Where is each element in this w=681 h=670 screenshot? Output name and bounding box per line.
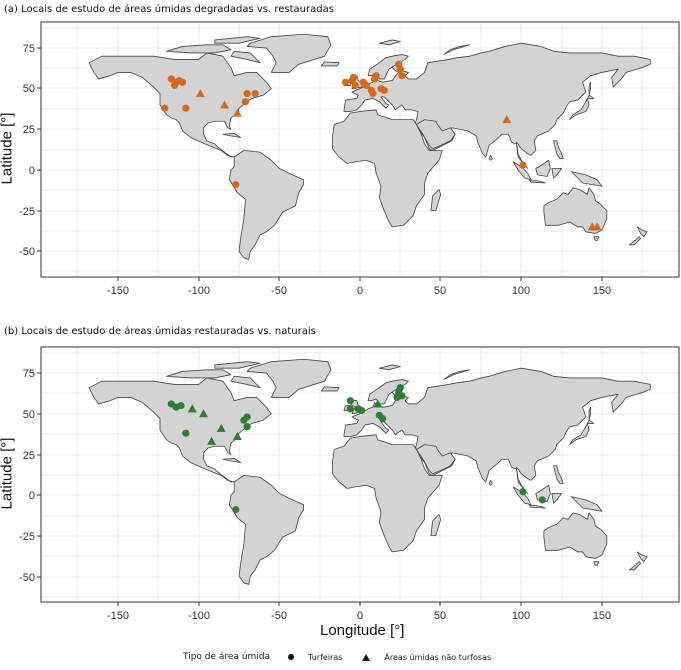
panel-a-points — [161, 60, 602, 231]
svg-text:50: 50 — [23, 409, 35, 421]
panel-a-y-axis-title: Latitude [°] — [0, 112, 16, 185]
svg-text:0: 0 — [29, 490, 35, 502]
legend: Tipo de área úmida Turfeiras Áreas úmida… — [183, 652, 511, 662]
triangle-marker — [232, 431, 242, 440]
circle-icon — [288, 654, 295, 660]
circle-marker — [177, 401, 185, 410]
circle-marker — [358, 406, 366, 415]
panel-b-x-tick-labels: -150 -100 -50 0 50 100 150 — [107, 610, 611, 622]
circle-marker — [232, 181, 240, 189]
circle-marker — [346, 405, 354, 413]
circle-marker — [170, 81, 179, 90]
triangle-marker — [502, 115, 512, 124]
circle-marker — [369, 89, 377, 98]
circle-marker — [378, 414, 387, 423]
circle-marker — [341, 78, 350, 86]
circle-marker — [182, 104, 190, 112]
panel-b: -150 -100 -50 0 50 100 150 75 50 25 0 -2… — [19, 346, 680, 622]
panel-b-points — [167, 384, 546, 514]
panel-b-y-tick-labels: 75 50 25 0 -25 -50 — [19, 368, 35, 584]
panel-b-title: (b) Locais de estudo de áreas úmidas res… — [4, 326, 316, 337]
circle-marker — [396, 65, 404, 73]
svg-text:50: 50 — [23, 83, 35, 95]
circle-marker — [243, 89, 251, 98]
svg-text:-100: -100 — [188, 285, 210, 297]
circle-marker — [398, 72, 406, 80]
circle-marker — [538, 496, 546, 504]
svg-text:0: 0 — [29, 165, 35, 177]
svg-text:-25: -25 — [19, 531, 35, 543]
triangle-marker — [592, 222, 602, 231]
circle-marker — [346, 397, 354, 405]
triangle-marker — [207, 436, 217, 445]
svg-text:75: 75 — [23, 43, 35, 55]
triangle-icon — [362, 653, 371, 661]
legend-title: Tipo de área úmida — [183, 652, 271, 662]
circle-marker — [182, 429, 190, 437]
svg-text:150: 150 — [593, 610, 611, 622]
svg-text:50: 50 — [434, 285, 446, 297]
triangle-marker — [220, 100, 230, 109]
svg-text:25: 25 — [23, 450, 35, 462]
svg-text:0: 0 — [357, 285, 363, 297]
circle-marker — [240, 416, 248, 424]
triangle-marker — [373, 399, 383, 408]
x-axis-title: Longitude [°] — [320, 622, 405, 639]
triangle-marker — [216, 423, 226, 432]
svg-text:-150: -150 — [107, 610, 129, 622]
svg-text:-25: -25 — [19, 206, 35, 218]
circle-marker — [251, 89, 259, 98]
svg-text:50: 50 — [434, 610, 446, 622]
legend-label-peatlands: Turfeiras — [308, 652, 343, 662]
circle-marker — [396, 384, 404, 392]
svg-text:-100: -100 — [188, 610, 210, 622]
panel-a-y-tick-labels: 75 50 25 0 -25 -50 — [19, 43, 35, 258]
panel-a: -150 -100 -50 0 50 100 150 75 50 25 0 -2… — [19, 21, 680, 297]
triangle-marker — [199, 409, 209, 418]
panel-a-title: (a) Locais de estudo de áreas úmidas deg… — [4, 4, 334, 15]
panel-a-x-tick-labels: -150 -100 -50 0 50 100 150 — [107, 285, 611, 297]
svg-text:-50: -50 — [19, 246, 35, 258]
legend-label-non-peat-wetlands: Áreas úmidas não turfosas — [384, 652, 492, 662]
circle-marker — [519, 488, 527, 496]
svg-text:75: 75 — [23, 368, 35, 380]
circle-marker — [519, 161, 527, 169]
circle-marker — [178, 78, 187, 86]
svg-text:100: 100 — [512, 285, 530, 297]
svg-text:25: 25 — [23, 124, 35, 136]
svg-text:150: 150 — [593, 285, 611, 297]
circle-marker — [241, 98, 250, 106]
svg-text:-50: -50 — [19, 572, 35, 584]
svg-text:100: 100 — [512, 610, 530, 622]
svg-text:-50: -50 — [271, 610, 287, 622]
circle-marker — [362, 81, 371, 90]
circle-marker — [372, 72, 380, 80]
svg-text:-150: -150 — [107, 285, 129, 297]
circle-marker — [243, 423, 251, 431]
circle-marker — [380, 86, 388, 94]
circle-marker — [351, 81, 359, 90]
svg-text:-50: -50 — [271, 285, 287, 297]
circle-marker — [349, 73, 358, 81]
circle-marker — [161, 104, 169, 112]
triangle-marker — [187, 404, 197, 413]
triangle-marker — [195, 89, 205, 98]
circle-marker — [232, 506, 240, 514]
svg-text:0: 0 — [357, 610, 363, 622]
circle-marker — [398, 392, 406, 400]
triangle-marker — [232, 108, 242, 117]
panel-b-y-axis-title: Latitude [°] — [0, 437, 16, 510]
